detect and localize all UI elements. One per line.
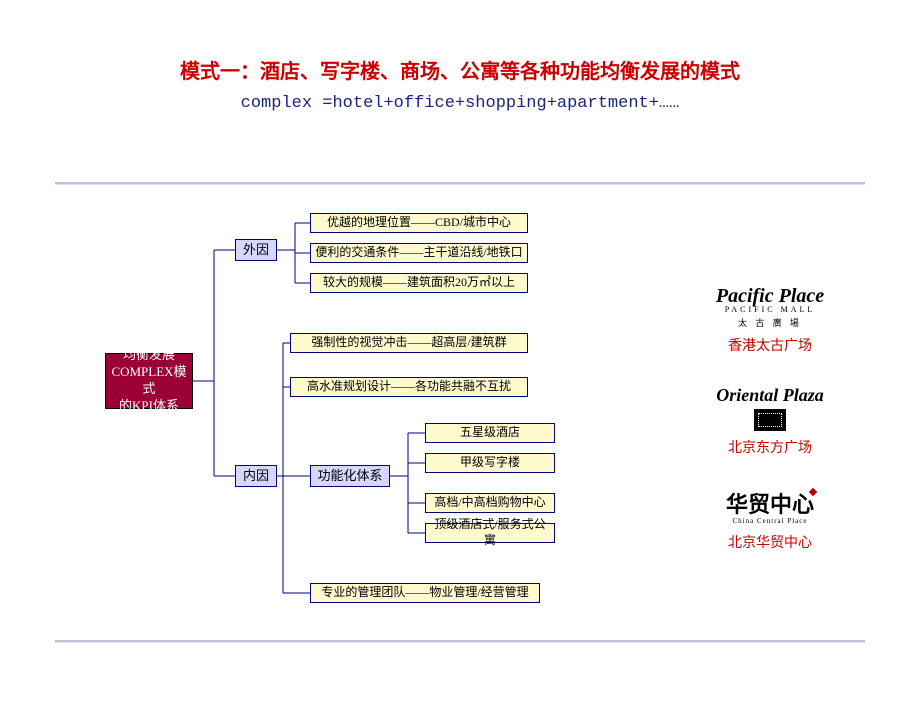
node-inner-factors: 内因 bbox=[235, 465, 277, 487]
example-huamao: 华贸中心 China Central Place 北京华贸中心 bbox=[690, 487, 850, 552]
example-label: 香港太古广场 bbox=[690, 335, 850, 355]
node-function-system: 功能化体系 bbox=[310, 465, 390, 487]
root-line2: COMPLEX模式 bbox=[110, 364, 188, 398]
oriental-plaza-logo: Oriental Plaza bbox=[716, 385, 824, 431]
root-line1: 均衡发展 bbox=[123, 347, 175, 364]
leaf-location: 优越的地理位置——CBD/城市中心 bbox=[310, 213, 528, 233]
example-label: 北京东方广场 bbox=[690, 437, 850, 457]
logo-graphic bbox=[754, 409, 786, 431]
divider-bottom bbox=[55, 640, 865, 643]
example-oriental: Oriental Plaza 北京东方广场 bbox=[690, 385, 850, 457]
logo-text: Oriental Plaza bbox=[716, 385, 824, 406]
leaf-visual: 强制性的视觉冲击——超高层/建筑群 bbox=[290, 333, 528, 353]
subtitle: complex =hotel+office+shopping+apartment… bbox=[0, 94, 920, 113]
pacific-place-logo: Pacific Place PACIFIC MALL 太 古 廣 場 bbox=[716, 285, 824, 329]
logo-cn: 华贸中心 bbox=[726, 487, 814, 519]
leaf-hotel: 五星级酒店 bbox=[425, 423, 555, 443]
leaf-scale: 较大的规模——建筑面积20万㎡以上 bbox=[310, 273, 528, 293]
leaf-traffic: 便利的交通条件——主干道沿线/地铁口 bbox=[310, 243, 528, 263]
leaf-management: 专业的管理团队——物业管理/经营管理 bbox=[310, 583, 540, 603]
logo-sub: PACIFIC MALL bbox=[716, 305, 824, 314]
examples-column: Pacific Place PACIFIC MALL 太 古 廣 場 香港太古广… bbox=[690, 285, 850, 582]
node-outer-factors: 外因 bbox=[235, 239, 277, 261]
example-label: 北京华贸中心 bbox=[690, 532, 850, 552]
example-pacific: Pacific Place PACIFIC MALL 太 古 廣 場 香港太古广… bbox=[690, 285, 850, 355]
logo-cn: 太 古 廣 場 bbox=[716, 316, 824, 329]
root-line3: 的KPI体系 bbox=[119, 398, 179, 415]
root-node: 均衡发展 COMPLEX模式 的KPI体系 bbox=[105, 353, 193, 409]
huamao-logo: 华贸中心 China Central Place bbox=[726, 487, 814, 525]
leaf-apartment: 顶级酒店式/服务式公寓 bbox=[425, 523, 555, 543]
leaf-mall: 高档/中高档购物中心 bbox=[425, 493, 555, 513]
divider-top bbox=[55, 182, 865, 185]
leaf-office: 甲级写字楼 bbox=[425, 453, 555, 473]
leaf-planning: 高水准规划设计——各功能共融不互扰 bbox=[290, 377, 528, 397]
main-title: 模式一：酒店、写字楼、商场、公寓等各种功能均衡发展的模式 bbox=[0, 55, 920, 84]
